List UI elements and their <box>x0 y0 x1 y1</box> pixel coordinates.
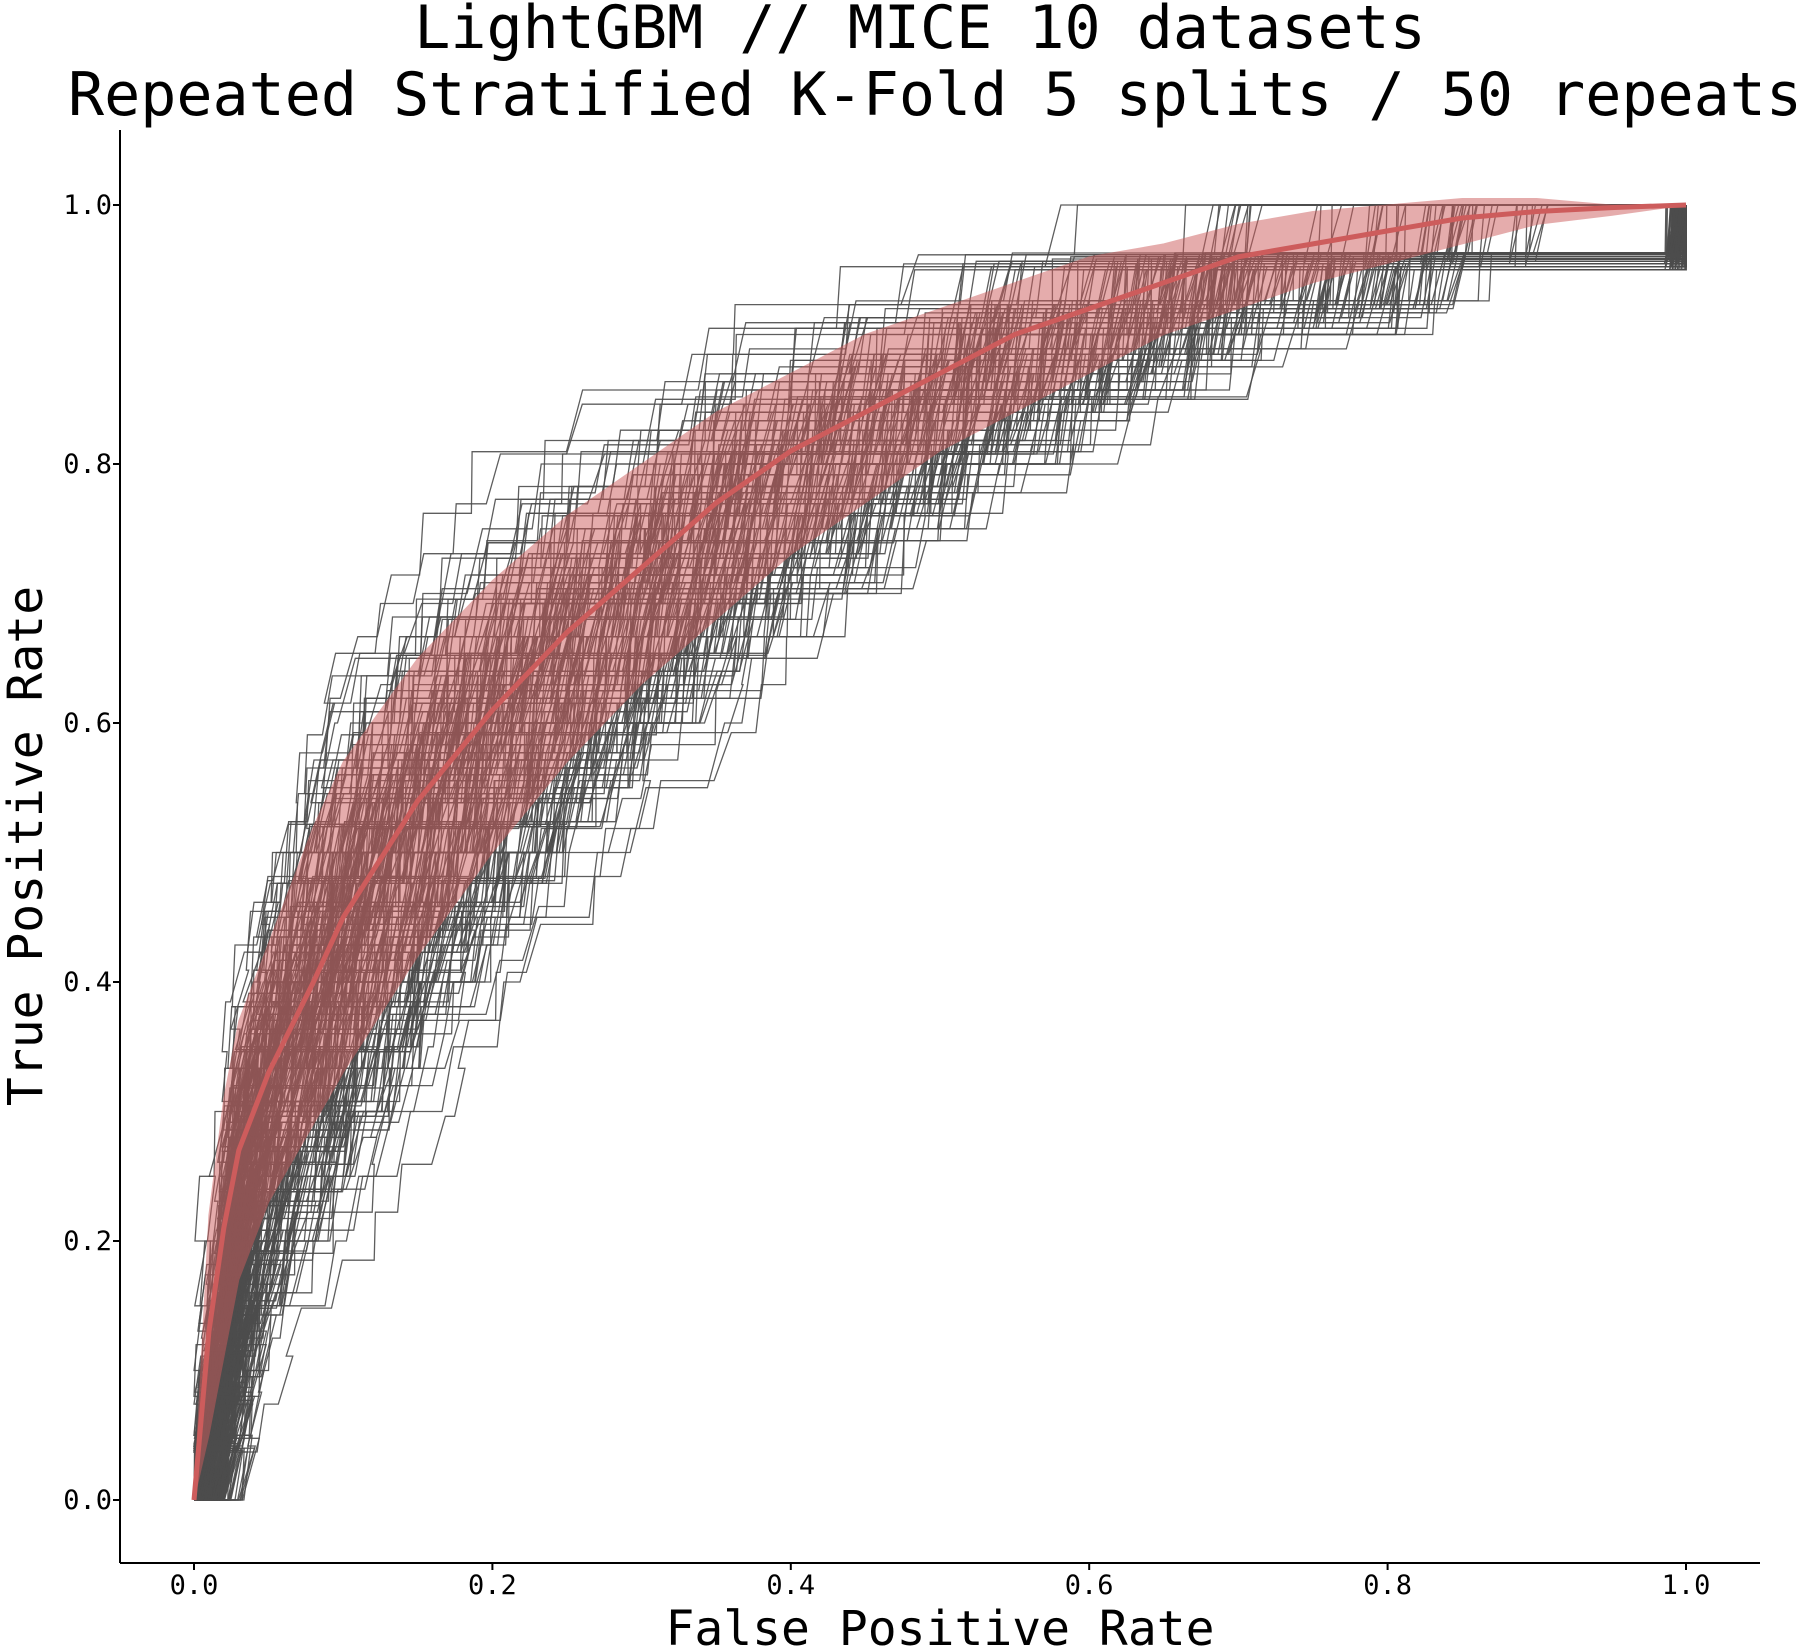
y-tick-label: 0.0 <box>63 1485 112 1516</box>
chart-title-line-2: Repeated Stratified K-Fold 5 splits / 50… <box>68 60 1802 130</box>
fold-roc-curve <box>194 204 1686 1501</box>
plot-area <box>191 198 1687 1501</box>
y-tick-label: 0.6 <box>63 708 112 739</box>
mean-roc-line <box>191 202 1687 1501</box>
y-axis-label: True Positive Rate <box>0 586 54 1106</box>
x-axis-ticks: 0.0 0.2 0.4 0.6 0.8 1.0 <box>170 1563 1711 1601</box>
fold-roc-curve <box>194 204 1687 1501</box>
fold-roc-curve <box>194 204 1687 1501</box>
x-tick-label: 0.0 <box>170 1570 219 1601</box>
x-tick-label: 0.8 <box>1363 1570 1412 1601</box>
y-tick-label: 0.8 <box>63 449 112 480</box>
y-tick-label: 0.2 <box>63 1226 112 1257</box>
x-tick-label: 0.4 <box>766 1570 815 1601</box>
y-tick-label: 1.0 <box>63 190 112 221</box>
fold-roc-curve <box>194 205 1687 1501</box>
fold-roc-curve <box>194 204 1686 1501</box>
y-tick-label: 0.4 <box>63 967 112 998</box>
y-axis-ticks: 0.0 0.2 0.4 0.6 0.8 1.0 <box>63 190 120 1516</box>
x-tick-label: 1.0 <box>1662 1570 1711 1601</box>
fold-roc-curve <box>194 204 1687 1501</box>
x-axis-label: False Positive Rate <box>665 1601 1214 1651</box>
chart-title-line-1: LightGBM // MICE 10 datasets <box>414 0 1425 63</box>
x-tick-label: 0.6 <box>1065 1570 1114 1601</box>
x-tick-label: 0.2 <box>468 1570 517 1601</box>
std-band <box>193 198 1687 1501</box>
